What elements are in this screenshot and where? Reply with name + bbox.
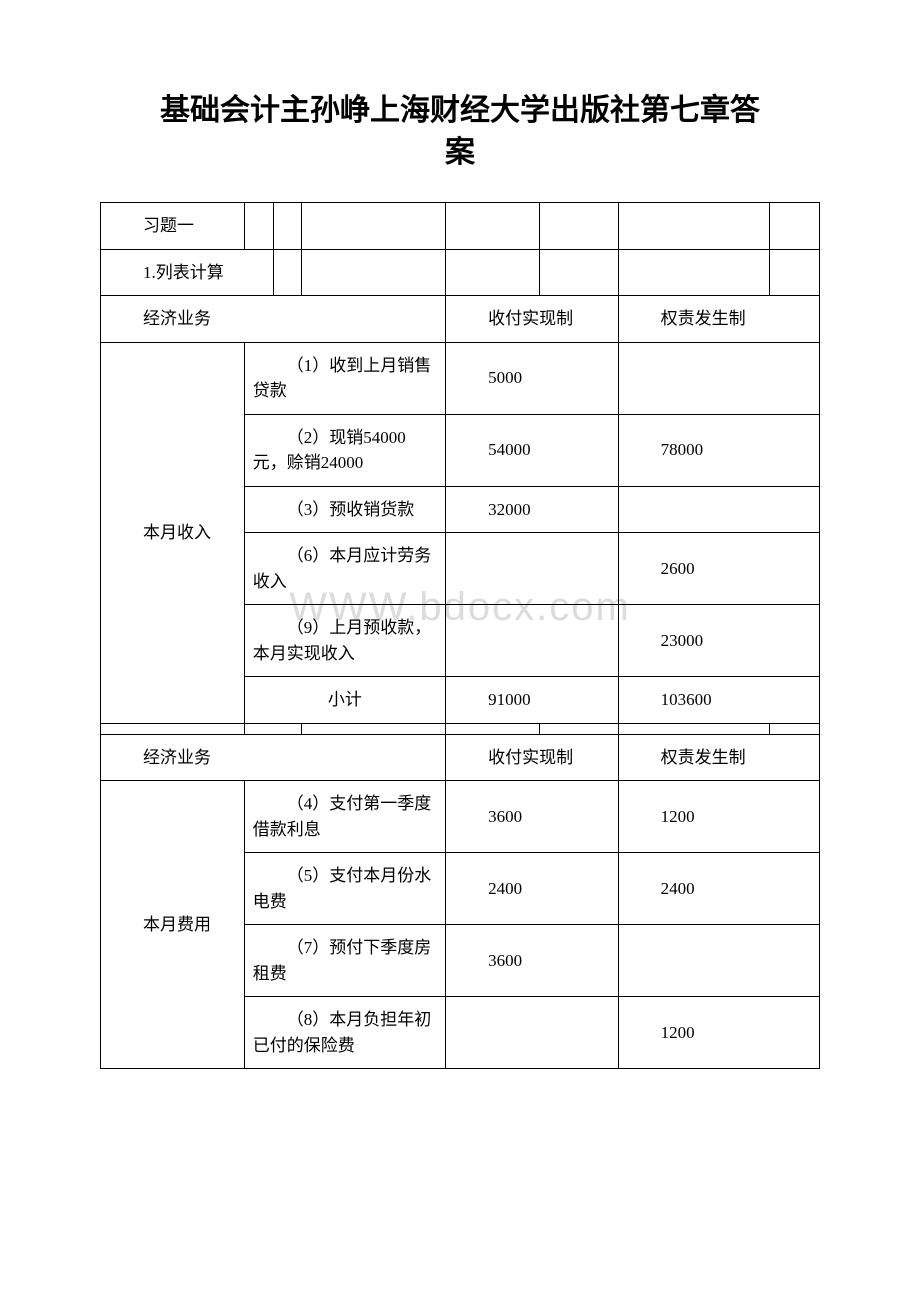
empty-cell (101, 723, 245, 734)
income-accrual: 23000 (618, 605, 819, 677)
document-title: 基础会计主孙峥上海财经大学出版社第七章答 案 (100, 90, 820, 174)
income-desc: （1）收到上月销售贷款 (244, 342, 445, 414)
income-accrual (618, 486, 819, 533)
cell-exercise-label: 习题一 (101, 203, 245, 250)
expense-cash: 3600 (446, 781, 619, 853)
empty-cell (539, 249, 618, 296)
income-accrual: 78000 (618, 414, 819, 486)
expense-desc: （8）本月负担年初已付的保险费 (244, 997, 445, 1069)
title-line-2: 案 (445, 136, 475, 169)
table-row: 经济业务 收付实现制 权责发生制 (101, 296, 820, 343)
income-desc: （9）上月预收款，本月实现收入 (244, 605, 445, 677)
empty-cell (302, 203, 446, 250)
empty-cell (446, 203, 539, 250)
empty-cell (244, 203, 273, 250)
table-row: 经济业务 收付实现制 权责发生制 (101, 734, 820, 781)
income-cash (446, 605, 619, 677)
income-desc: （3）预收销货款 (244, 486, 445, 533)
main-table: 习题一 1.列表计算 经济业务 收付实现制 权责发生制 本月收入 (100, 202, 820, 1069)
header-cash-basis: 收付实现制 (446, 296, 619, 343)
expense-cash: 3600 (446, 925, 619, 997)
empty-cell (618, 203, 769, 250)
income-cash: 5000 (446, 342, 619, 414)
header-business-2: 经济业务 (101, 734, 446, 781)
empty-cell (446, 723, 539, 734)
section-income-label: 本月收入 (101, 342, 245, 723)
empty-cell (273, 203, 302, 250)
expense-accrual: 1200 (618, 781, 819, 853)
expense-desc: （4）支付第一季度借款利息 (244, 781, 445, 853)
income-accrual (618, 342, 819, 414)
income-cash: 54000 (446, 414, 619, 486)
subtotal-label: 小计 (244, 677, 445, 724)
spacer-row (101, 723, 820, 734)
empty-cell (539, 203, 618, 250)
expense-desc: （5）支付本月份水电费 (244, 853, 445, 925)
empty-cell (769, 203, 819, 250)
cell-list-calc: 1.列表计算 (101, 249, 274, 296)
income-desc: （6）本月应计劳务收入 (244, 533, 445, 605)
subtotal-cash: 91000 (446, 677, 619, 724)
empty-cell (302, 249, 446, 296)
empty-cell (769, 723, 819, 734)
expense-desc: （7）预付下季度房租费 (244, 925, 445, 997)
expense-accrual: 2400 (618, 853, 819, 925)
expense-cash: 2400 (446, 853, 619, 925)
income-cash (446, 533, 619, 605)
empty-cell (273, 249, 302, 296)
income-cash: 32000 (446, 486, 619, 533)
expense-accrual: 1200 (618, 997, 819, 1069)
empty-cell (769, 249, 819, 296)
subtotal-accrual: 103600 (618, 677, 819, 724)
income-desc: （2）现销54000元，赊销24000 (244, 414, 445, 486)
table-row: 本月收入 （1）收到上月销售贷款 5000 (101, 342, 820, 414)
title-line-1: 基础会计主孙峥上海财经大学出版社第七章答 (160, 94, 760, 127)
empty-cell (302, 723, 446, 734)
expense-accrual (618, 925, 819, 997)
empty-cell (244, 723, 302, 734)
empty-cell (618, 249, 769, 296)
header-business: 经济业务 (101, 296, 446, 343)
empty-cell (618, 723, 769, 734)
table-row: 本月费用 （4）支付第一季度借款利息 3600 1200 (101, 781, 820, 853)
header-cash-basis-2: 收付实现制 (446, 734, 619, 781)
table-row: 习题一 (101, 203, 820, 250)
section-expense-label: 本月费用 (101, 781, 245, 1069)
table-row: 1.列表计算 (101, 249, 820, 296)
empty-cell (446, 249, 539, 296)
expense-cash (446, 997, 619, 1069)
header-accrual-basis: 权责发生制 (618, 296, 819, 343)
income-accrual: 2600 (618, 533, 819, 605)
empty-cell (539, 723, 618, 734)
header-accrual-basis-2: 权责发生制 (618, 734, 819, 781)
